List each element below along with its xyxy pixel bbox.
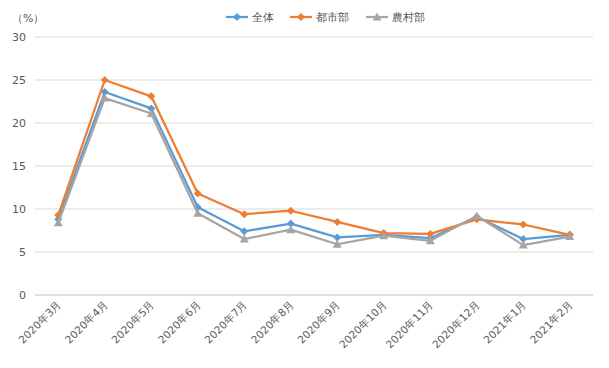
grid-line: [35, 80, 593, 81]
data-point: [147, 109, 156, 117]
chart: 051015202530（%）2020年3月2020年4月2020年5月2020…: [0, 0, 609, 368]
x-tick-label: 2020年9月: [295, 298, 343, 346]
legend-marker: [373, 13, 382, 21]
y-tick-label: 5: [19, 246, 26, 259]
data-point: [240, 210, 248, 218]
y-tick-label: 0: [19, 289, 26, 302]
legend-label: 都市部: [316, 11, 349, 24]
data-point: [519, 241, 528, 249]
data-point: [333, 218, 341, 226]
legend-marker: [233, 13, 241, 21]
data-point: [100, 94, 109, 102]
grid-line: [35, 123, 593, 124]
data-point: [426, 236, 435, 244]
x-tick-label: 2020年11月: [383, 298, 435, 350]
y-tick-label: 10: [12, 203, 26, 216]
y-tick-label: 15: [12, 160, 26, 173]
data-point: [240, 235, 249, 243]
data-point: [286, 225, 295, 233]
series-line: [58, 98, 570, 245]
data-point: [333, 240, 342, 248]
data-point: [101, 76, 109, 84]
data-point: [193, 209, 202, 217]
plot-area: [54, 76, 575, 249]
legend-marker: [297, 13, 305, 21]
y-tick-label: 25: [12, 74, 26, 87]
y-tick-label: 20: [12, 117, 26, 130]
legend-label: 全体: [252, 11, 274, 24]
x-tick-label: 2020年12月: [430, 298, 482, 350]
data-point: [54, 218, 63, 226]
series-line: [58, 80, 570, 235]
data-point: [565, 232, 574, 240]
data-point: [147, 92, 155, 100]
x-tick-label: 2020年10月: [337, 298, 389, 350]
x-tick-label: 2020年7月: [202, 298, 250, 346]
x-tick-label: 2021年2月: [528, 298, 576, 346]
grid-line: [35, 37, 593, 38]
x-tick-label: 2020年3月: [16, 298, 64, 346]
x-tick-label: 2021年1月: [481, 298, 529, 346]
grid-line: [35, 252, 593, 253]
grid-line: [35, 209, 593, 210]
data-point: [240, 227, 248, 235]
x-tick-label: 2020年6月: [156, 298, 204, 346]
data-point: [519, 220, 527, 228]
data-point: [194, 190, 202, 198]
x-tick-label: 2020年5月: [109, 298, 157, 346]
data-point: [287, 207, 295, 215]
y-axis-label: （%）: [12, 12, 44, 25]
y-tick-label: 30: [12, 31, 26, 44]
x-tick-label: 2020年4月: [63, 298, 111, 346]
data-point: [472, 211, 481, 219]
x-tick-label: 2020年8月: [249, 298, 297, 346]
grid-line: [35, 166, 593, 167]
legend-label: 農村部: [392, 11, 425, 24]
grid-line: [35, 295, 593, 296]
data-point: [379, 231, 388, 239]
